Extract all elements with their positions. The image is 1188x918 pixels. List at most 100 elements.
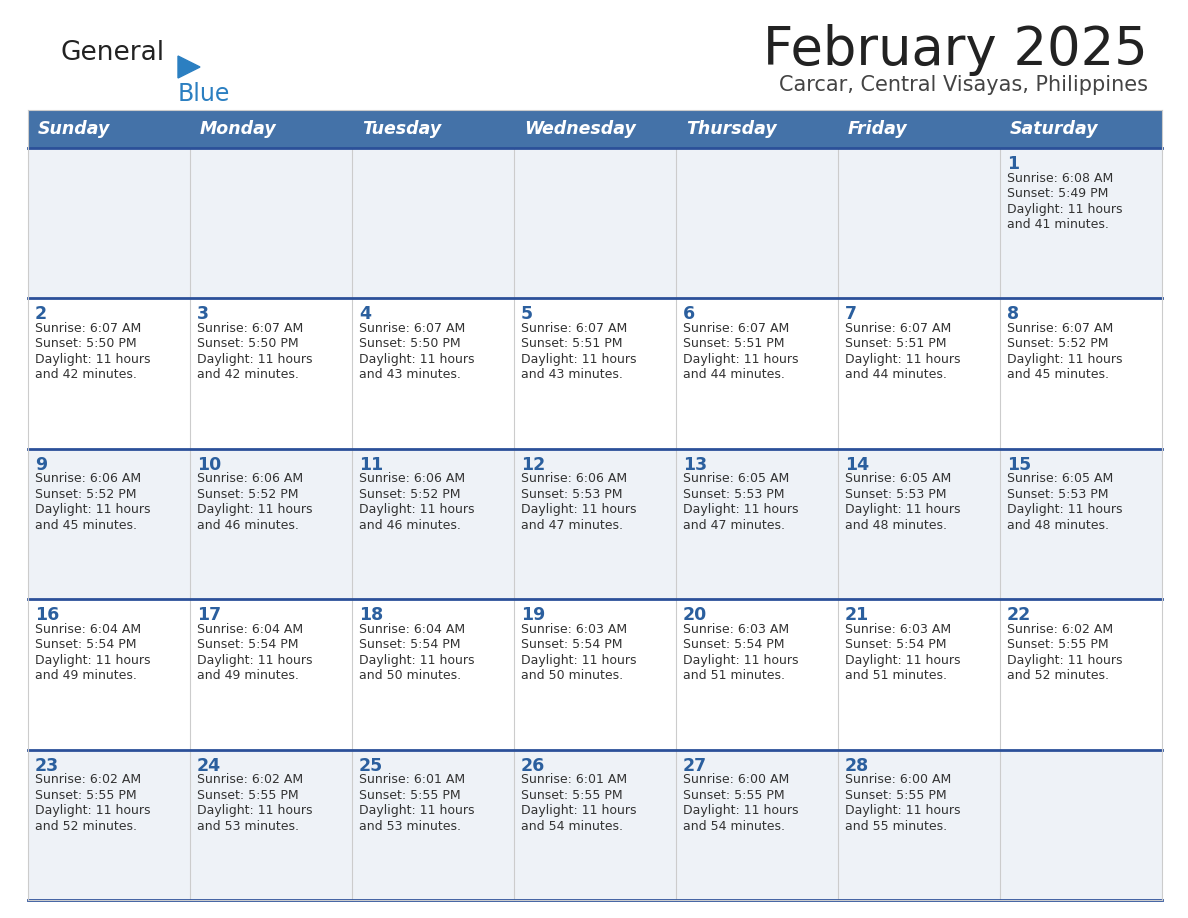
Text: Daylight: 11 hours: Daylight: 11 hours bbox=[522, 654, 637, 666]
Text: Sunrise: 6:07 AM: Sunrise: 6:07 AM bbox=[845, 322, 952, 335]
Text: Sunrise: 6:00 AM: Sunrise: 6:00 AM bbox=[683, 773, 789, 786]
Text: Daylight: 11 hours: Daylight: 11 hours bbox=[1007, 353, 1123, 366]
Text: Daylight: 11 hours: Daylight: 11 hours bbox=[522, 503, 637, 516]
Text: 7: 7 bbox=[845, 306, 857, 323]
Bar bbox=[29, 449, 1162, 599]
Text: Sunrise: 6:05 AM: Sunrise: 6:05 AM bbox=[683, 472, 789, 486]
Bar bbox=[29, 110, 1162, 148]
Text: Sunset: 5:53 PM: Sunset: 5:53 PM bbox=[683, 487, 784, 501]
Text: and 44 minutes.: and 44 minutes. bbox=[683, 368, 785, 381]
Text: and 45 minutes.: and 45 minutes. bbox=[1007, 368, 1110, 381]
Text: Daylight: 11 hours: Daylight: 11 hours bbox=[683, 503, 798, 516]
Text: 17: 17 bbox=[197, 606, 221, 624]
Text: Daylight: 11 hours: Daylight: 11 hours bbox=[1007, 654, 1123, 666]
Bar bbox=[29, 750, 1162, 900]
Text: and 53 minutes.: and 53 minutes. bbox=[359, 820, 461, 833]
Text: Daylight: 11 hours: Daylight: 11 hours bbox=[522, 353, 637, 366]
Text: Sunrise: 6:04 AM: Sunrise: 6:04 AM bbox=[34, 622, 141, 635]
Text: Daylight: 11 hours: Daylight: 11 hours bbox=[845, 503, 961, 516]
Text: 5: 5 bbox=[522, 306, 533, 323]
Text: 6: 6 bbox=[683, 306, 695, 323]
Text: 21: 21 bbox=[845, 606, 870, 624]
Text: Sunset: 5:50 PM: Sunset: 5:50 PM bbox=[359, 338, 461, 351]
Text: Daylight: 11 hours: Daylight: 11 hours bbox=[359, 804, 474, 817]
Text: 2: 2 bbox=[34, 306, 48, 323]
Text: Sunset: 5:54 PM: Sunset: 5:54 PM bbox=[359, 638, 461, 651]
Text: and 54 minutes.: and 54 minutes. bbox=[522, 820, 623, 833]
Text: 10: 10 bbox=[197, 456, 221, 474]
Text: 24: 24 bbox=[197, 756, 221, 775]
Bar bbox=[29, 599, 1162, 750]
Text: Daylight: 11 hours: Daylight: 11 hours bbox=[34, 804, 151, 817]
Text: Sunrise: 6:05 AM: Sunrise: 6:05 AM bbox=[1007, 472, 1113, 486]
Text: Sunset: 5:51 PM: Sunset: 5:51 PM bbox=[683, 338, 784, 351]
Text: and 51 minutes.: and 51 minutes. bbox=[845, 669, 947, 682]
Text: Daylight: 11 hours: Daylight: 11 hours bbox=[683, 804, 798, 817]
Text: Daylight: 11 hours: Daylight: 11 hours bbox=[522, 804, 637, 817]
Text: Sunrise: 6:00 AM: Sunrise: 6:00 AM bbox=[845, 773, 952, 786]
Text: Sunset: 5:54 PM: Sunset: 5:54 PM bbox=[34, 638, 137, 651]
Text: 3: 3 bbox=[197, 306, 209, 323]
Text: Sunset: 5:55 PM: Sunset: 5:55 PM bbox=[34, 789, 137, 801]
Text: Sunset: 5:53 PM: Sunset: 5:53 PM bbox=[845, 487, 947, 501]
Text: Sunset: 5:55 PM: Sunset: 5:55 PM bbox=[359, 789, 461, 801]
Text: and 47 minutes.: and 47 minutes. bbox=[683, 519, 785, 532]
Text: and 53 minutes.: and 53 minutes. bbox=[197, 820, 299, 833]
Text: Daylight: 11 hours: Daylight: 11 hours bbox=[845, 353, 961, 366]
Polygon shape bbox=[178, 56, 200, 78]
Text: Daylight: 11 hours: Daylight: 11 hours bbox=[34, 503, 151, 516]
Text: and 48 minutes.: and 48 minutes. bbox=[845, 519, 947, 532]
Text: Daylight: 11 hours: Daylight: 11 hours bbox=[845, 654, 961, 666]
Text: Sunrise: 6:02 AM: Sunrise: 6:02 AM bbox=[34, 773, 141, 786]
Text: and 52 minutes.: and 52 minutes. bbox=[1007, 669, 1110, 682]
Text: 1: 1 bbox=[1007, 155, 1019, 173]
Text: Sunset: 5:52 PM: Sunset: 5:52 PM bbox=[359, 487, 461, 501]
Text: Sunrise: 6:02 AM: Sunrise: 6:02 AM bbox=[1007, 622, 1113, 635]
Text: and 46 minutes.: and 46 minutes. bbox=[197, 519, 299, 532]
Text: Sunset: 5:53 PM: Sunset: 5:53 PM bbox=[522, 487, 623, 501]
Text: Carcar, Central Visayas, Philippines: Carcar, Central Visayas, Philippines bbox=[779, 75, 1148, 95]
Text: Daylight: 11 hours: Daylight: 11 hours bbox=[197, 503, 312, 516]
Text: Tuesday: Tuesday bbox=[362, 120, 441, 138]
Text: 26: 26 bbox=[522, 756, 545, 775]
Text: Daylight: 11 hours: Daylight: 11 hours bbox=[359, 654, 474, 666]
Text: Sunrise: 6:07 AM: Sunrise: 6:07 AM bbox=[359, 322, 466, 335]
Text: 25: 25 bbox=[359, 756, 384, 775]
Text: Sunset: 5:54 PM: Sunset: 5:54 PM bbox=[197, 638, 298, 651]
Text: Sunset: 5:52 PM: Sunset: 5:52 PM bbox=[34, 487, 137, 501]
Text: Daylight: 11 hours: Daylight: 11 hours bbox=[197, 804, 312, 817]
Text: Sunrise: 6:01 AM: Sunrise: 6:01 AM bbox=[359, 773, 466, 786]
Text: and 42 minutes.: and 42 minutes. bbox=[34, 368, 137, 381]
Text: Sunset: 5:51 PM: Sunset: 5:51 PM bbox=[522, 338, 623, 351]
Text: Sunrise: 6:07 AM: Sunrise: 6:07 AM bbox=[1007, 322, 1113, 335]
Text: Sunset: 5:55 PM: Sunset: 5:55 PM bbox=[845, 789, 947, 801]
Text: Sunrise: 6:06 AM: Sunrise: 6:06 AM bbox=[197, 472, 303, 486]
Text: Daylight: 11 hours: Daylight: 11 hours bbox=[34, 353, 151, 366]
Text: Thursday: Thursday bbox=[685, 120, 777, 138]
Text: Sunset: 5:55 PM: Sunset: 5:55 PM bbox=[522, 789, 623, 801]
Text: and 43 minutes.: and 43 minutes. bbox=[522, 368, 623, 381]
Text: and 45 minutes.: and 45 minutes. bbox=[34, 519, 137, 532]
Text: 8: 8 bbox=[1007, 306, 1019, 323]
Text: Sunset: 5:55 PM: Sunset: 5:55 PM bbox=[683, 789, 784, 801]
Text: and 44 minutes.: and 44 minutes. bbox=[845, 368, 947, 381]
Text: Friday: Friday bbox=[848, 120, 908, 138]
Text: Sunset: 5:55 PM: Sunset: 5:55 PM bbox=[197, 789, 298, 801]
Text: Daylight: 11 hours: Daylight: 11 hours bbox=[34, 654, 151, 666]
Text: 14: 14 bbox=[845, 456, 870, 474]
Text: 27: 27 bbox=[683, 756, 707, 775]
Text: February 2025: February 2025 bbox=[763, 24, 1148, 76]
Text: Sunday: Sunday bbox=[38, 120, 110, 138]
Text: Daylight: 11 hours: Daylight: 11 hours bbox=[1007, 503, 1123, 516]
Text: and 49 minutes.: and 49 minutes. bbox=[197, 669, 299, 682]
Text: 20: 20 bbox=[683, 606, 707, 624]
Text: Daylight: 11 hours: Daylight: 11 hours bbox=[197, 654, 312, 666]
Text: Sunset: 5:55 PM: Sunset: 5:55 PM bbox=[1007, 638, 1108, 651]
Text: 19: 19 bbox=[522, 606, 545, 624]
Text: Daylight: 11 hours: Daylight: 11 hours bbox=[845, 804, 961, 817]
Text: 11: 11 bbox=[359, 456, 384, 474]
Text: Sunrise: 6:08 AM: Sunrise: 6:08 AM bbox=[1007, 172, 1113, 185]
Text: Sunset: 5:54 PM: Sunset: 5:54 PM bbox=[683, 638, 784, 651]
Text: 16: 16 bbox=[34, 606, 59, 624]
Text: Monday: Monday bbox=[200, 120, 277, 138]
